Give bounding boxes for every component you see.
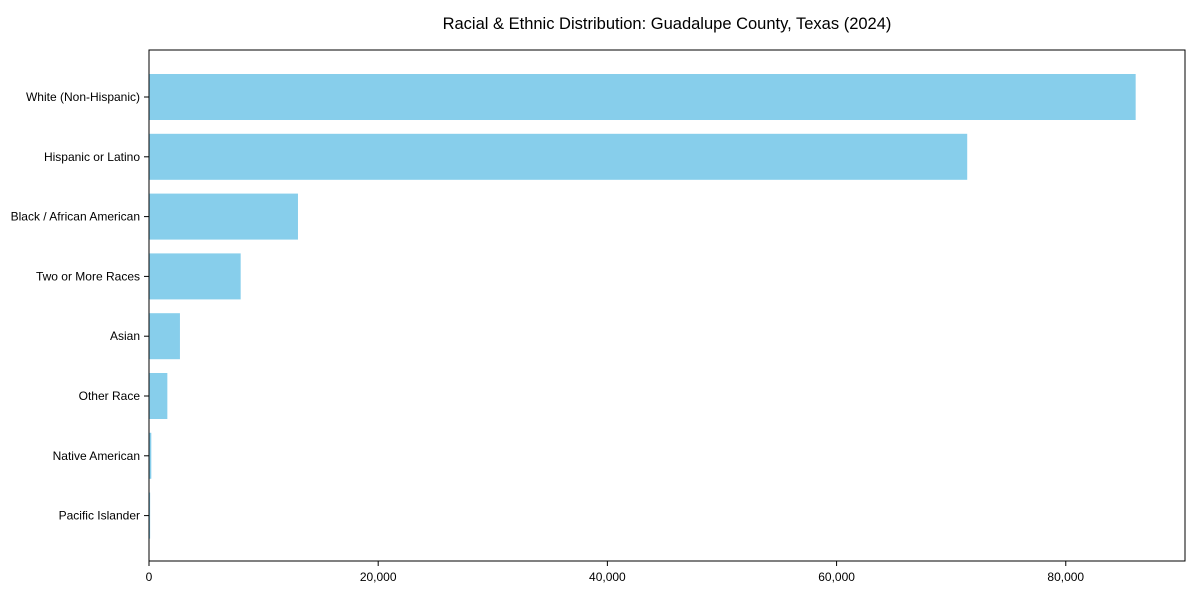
bar-native-american [149,432,152,479]
bar-black-african-american [149,193,298,240]
y-tick-label-asian: Asian [110,329,140,343]
x-axis: 0 20,000 40,000 60,000 80,000 [146,561,1084,584]
y-tick-label-pacific-islander: Pacific Islander [59,509,140,523]
x-tick-label-0: 0 [146,570,153,584]
bar-other-race [149,373,168,419]
bar-hispanic-or-latino [149,133,968,180]
x-tick-label-60-000: 60,000 [818,570,855,584]
y-tick-label-native-american: Native American [53,449,140,463]
y-tick-label-two-or-more-races: Two or More Races [36,269,140,283]
bar-white-non-hispanic [149,74,1136,120]
y-tick-label-hispanic-or-latino: Hispanic or Latino [44,150,140,164]
y-tick-label-black-african-american: Black / African American [11,210,140,224]
y-tick-label-white-non-hispanic: White (Non-Hispanic) [26,90,140,104]
bar-two-or-more-races [149,253,241,300]
chart-title: Racial & Ethnic Distribution: Guadalupe … [443,15,892,33]
y-tick-label-other-race: Other Race [79,389,141,403]
x-tick-label-40-000: 40,000 [589,570,626,584]
x-tick-label-80-000: 80,000 [1047,570,1084,584]
bars-group [149,74,1136,539]
bar-asian [149,313,180,360]
bar-pacific-islander [149,492,151,539]
plot-frame [148,49,1186,562]
x-tick-label-20-000: 20,000 [360,570,397,584]
y-axis: White (Non-Hispanic) Hispanic or Latino Bl… [11,90,149,523]
